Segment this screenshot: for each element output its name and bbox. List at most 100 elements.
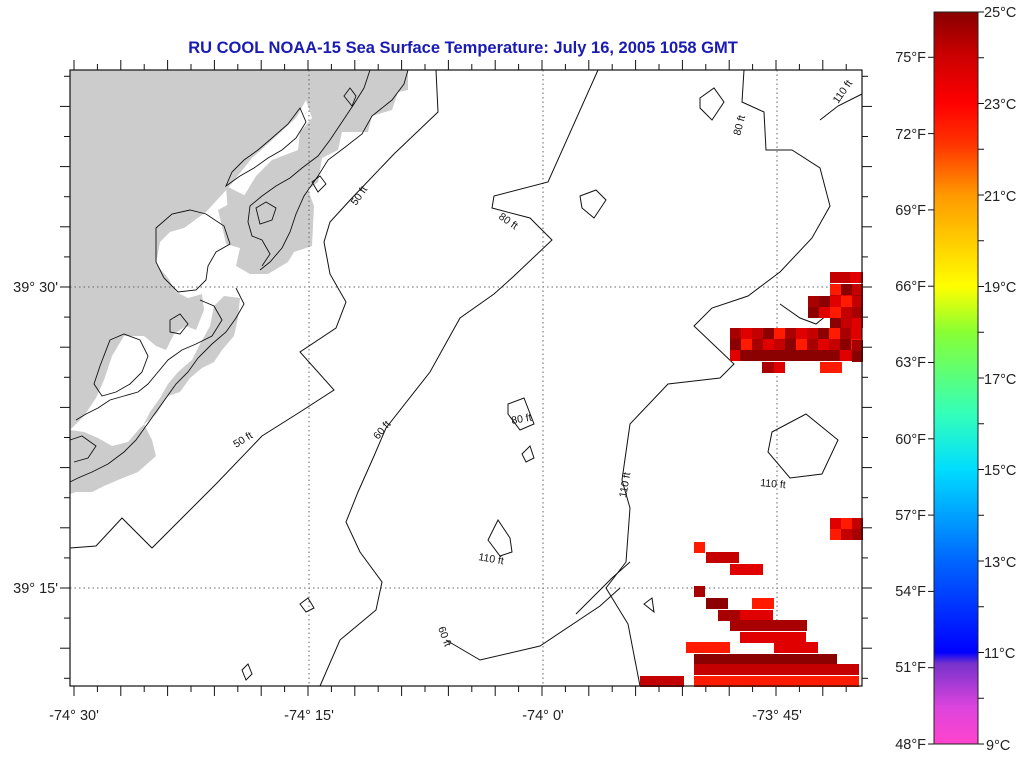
sst-pixel [796, 328, 807, 339]
sst-pixel [830, 272, 841, 283]
sst-pixel [694, 676, 705, 687]
sst-pixel [806, 350, 817, 361]
sst-pixel [830, 296, 841, 307]
map-frame [69, 69, 863, 687]
sst-pixel [793, 676, 804, 687]
contour-label-110ft-a: 110 ft [831, 78, 855, 106]
sst-pixel [708, 642, 719, 653]
axis-ticks [60, 60, 872, 696]
coastline [69, 69, 409, 483]
sst-pixel [706, 552, 717, 563]
sst-pixel [738, 676, 749, 687]
sst-pixel [848, 676, 859, 687]
sst-pixel [752, 328, 763, 339]
sst-pixel [831, 362, 842, 373]
sst-pixel [841, 518, 852, 529]
cb-f-label: 63°F [895, 355, 926, 371]
sst-pixel [771, 676, 782, 687]
sst-pixel [729, 610, 740, 621]
sst-pixel [773, 350, 784, 361]
cb-c-label: 15°C [984, 463, 1016, 479]
sst-pixel [751, 632, 762, 643]
sst-pixel [852, 518, 863, 529]
sst-pixel [752, 564, 763, 575]
cb-c-label: 25°C [984, 5, 1016, 21]
sst-pixel [694, 542, 705, 553]
sst-pixel [804, 676, 815, 687]
sst-pixel [640, 676, 651, 687]
sst-pixel [793, 664, 804, 675]
sst-pixel [760, 654, 771, 665]
sst-pixel [717, 598, 728, 609]
sst-pixel [830, 529, 841, 540]
x-tick-label: -74° 0' [522, 708, 564, 724]
sst-pixel [740, 632, 751, 643]
sst-pixel [820, 362, 831, 373]
sst-pixel [705, 664, 716, 675]
sst-pixel [763, 598, 774, 609]
sst-pixel [749, 664, 760, 675]
sst-pixel [852, 317, 863, 328]
sst-pixel [840, 328, 851, 339]
sst-pixel [841, 272, 852, 283]
sst-pixel [852, 284, 863, 295]
sst-pixel [762, 632, 773, 643]
sst-pixel [762, 350, 773, 361]
colorbar-fahrenheit-labels: 75°F 72°F 69°F 66°F 63°F 60°F 57°F 54°F … [895, 50, 926, 753]
sst-pixel [763, 339, 774, 350]
sst-pixel [763, 620, 774, 631]
sst-pixel [774, 339, 785, 350]
sst-pixel [718, 610, 729, 621]
sst-pixel [852, 351, 863, 362]
sst-pixel [830, 317, 841, 328]
cb-c-label: 19°C [984, 280, 1016, 296]
land-mask [70, 70, 408, 494]
cb-c-label: 13°C [984, 555, 1016, 571]
colorbar [933, 11, 979, 745]
sst-pixel [818, 328, 829, 339]
sst-pixel [829, 339, 840, 350]
sst-pixel [716, 664, 727, 675]
sst-pixel [738, 654, 749, 665]
sst-pixel [841, 529, 852, 540]
sst-pixel [662, 676, 673, 687]
x-tick-label: -74° 15' [284, 708, 334, 724]
sst-pixel [819, 307, 830, 318]
sst-pixel [795, 350, 806, 361]
sst-pixel [852, 340, 863, 351]
sst-pixel [730, 564, 741, 575]
sst-pixel [760, 664, 771, 675]
sst-pixel [795, 632, 806, 643]
sst-pixel [762, 362, 773, 373]
sst-pixel [852, 529, 863, 540]
contour-label-80ft-c: 80 ft [731, 114, 748, 137]
colorbar-ticks [928, 11, 984, 745]
sst-pixel [830, 518, 841, 529]
sst-pixel [771, 654, 782, 665]
sst-pixel [784, 350, 795, 361]
sst-pixel [717, 552, 728, 563]
sst-pixel [694, 654, 705, 665]
contour-label-110ft-c: 110 ft [617, 471, 633, 498]
cb-f-label: 72°F [895, 127, 926, 143]
sst-pixel [741, 339, 752, 350]
sst-pixel [841, 284, 852, 295]
sst-pixel [705, 676, 716, 687]
sst-pixel [751, 350, 762, 361]
cb-f-label: 75°F [895, 50, 926, 66]
sst-pixel [829, 328, 840, 339]
sst-pixel [840, 339, 851, 350]
x-axis-labels: -74° 30' -74° 15' -74° 0' -73° 45' [49, 708, 802, 724]
cb-c-label: 11°C [984, 646, 1015, 662]
cb-f-label: 66°F [895, 279, 926, 295]
sst-pixel [837, 676, 848, 687]
sst-pixel [694, 586, 705, 597]
sst-pixel [730, 620, 741, 631]
sst-pixel [796, 642, 807, 653]
colorbar-celsius-labels: 25°C 23°C 21°C 19°C 17°C 15°C 13°C 11°C … [984, 5, 1016, 754]
sst-pixel [751, 610, 762, 621]
cb-f-label: 54°F [895, 584, 926, 600]
sst-pixel [785, 328, 796, 339]
sst-pixel [830, 284, 841, 295]
